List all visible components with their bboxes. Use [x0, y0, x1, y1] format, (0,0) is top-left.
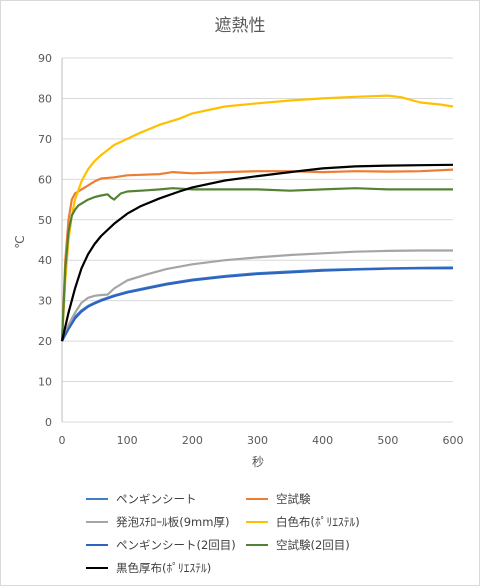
y-tick-label: 70 — [38, 133, 52, 146]
series-line-3 — [60, 249, 453, 342]
series-lines — [60, 94, 454, 342]
y-axis-ticks: 0 10 20 30 40 50 60 70 80 90 — [38, 52, 52, 429]
y-tick-label: 60 — [38, 173, 52, 186]
gridlines — [61, 57, 453, 423]
x-tick-label: 300 — [247, 434, 268, 447]
y-tick-label: 30 — [38, 295, 52, 308]
x-axis-ticks: 0 100 200 300 400 500 600 — [59, 434, 464, 447]
series-line-1 — [61, 266, 454, 342]
y-tick-label: 50 — [38, 214, 52, 227]
y-axis-label: ℃ — [13, 235, 27, 248]
x-tick-label: 0 — [59, 434, 66, 447]
chart-title: 遮熱性 — [215, 16, 266, 36]
series-line-2 — [60, 168, 454, 342]
series-line-5 — [61, 267, 453, 342]
x-axis-label: 秒 — [252, 455, 264, 469]
x-tick-label: 100 — [117, 434, 138, 447]
x-tick-label: 500 — [377, 434, 398, 447]
y-tick-label: 0 — [45, 416, 52, 429]
x-tick-label: 600 — [443, 434, 464, 447]
y-tick-label: 80 — [38, 92, 52, 105]
y-tick-label: 10 — [38, 376, 52, 389]
series-line-6 — [60, 187, 453, 342]
x-tick-label: 200 — [182, 434, 203, 447]
y-tick-label: 90 — [38, 52, 52, 65]
y-tick-label: 40 — [38, 254, 52, 267]
y-tick-label: 20 — [38, 335, 52, 348]
series-line-7 — [60, 163, 454, 342]
series-line-4 — [60, 94, 454, 342]
x-tick-label: 400 — [312, 434, 333, 447]
